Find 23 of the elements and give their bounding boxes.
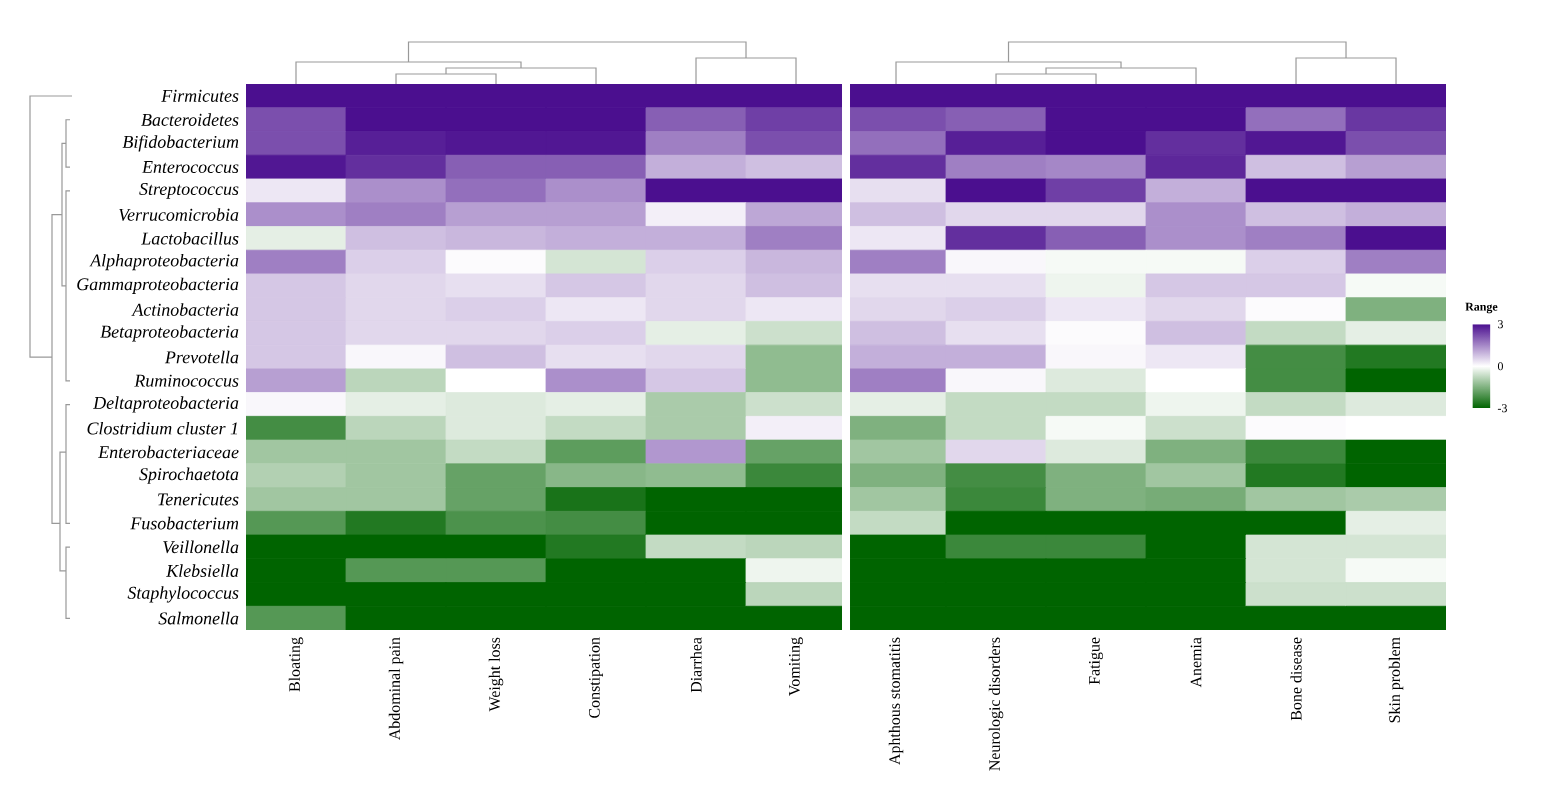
y-tick-label: Staphylococcus	[127, 586, 239, 603]
y-tick-label: Bacteroidetes	[141, 113, 239, 126]
y-tick-label: Streptococcus	[139, 182, 239, 199]
y-tick-label: Ruminococcus	[134, 374, 239, 387]
y-tick-label: Salmonella	[158, 611, 239, 625]
y-tick-label: Actinobacteria	[131, 303, 239, 316]
y-tick-label: Fusobacterium	[130, 516, 239, 530]
y-tick-label: Bifidobacterium	[122, 135, 239, 152]
y-tick-label: Deltaproteobacteria	[93, 396, 239, 413]
y-tick-label: Firmicutes	[161, 89, 239, 102]
y-tick-label: Verrucomicrobia	[119, 208, 239, 221]
y-tick-label: Betaproteobacteria	[100, 325, 239, 342]
y-tick-label: Klebsiella	[166, 564, 239, 577]
y-tick-label: Gammaproteobacteria	[77, 277, 239, 294]
y-tick-label: Veillonella	[163, 540, 239, 554]
y-tick-label: Tenericutes	[158, 493, 239, 506]
y-tick-label: Lactobacillus	[141, 231, 239, 245]
y-tick-label: Enterococcus	[141, 161, 239, 174]
y-tick-label: Spirochaetota	[139, 467, 239, 484]
y-tick-label: Alphaproteobacteria	[89, 253, 239, 271]
y-tick-label: Clostridium cluster 1	[87, 421, 238, 435]
y-tick-label: Prevotella	[164, 350, 239, 364]
y-tick-label: Enterobacteriaceae	[97, 445, 239, 459]
